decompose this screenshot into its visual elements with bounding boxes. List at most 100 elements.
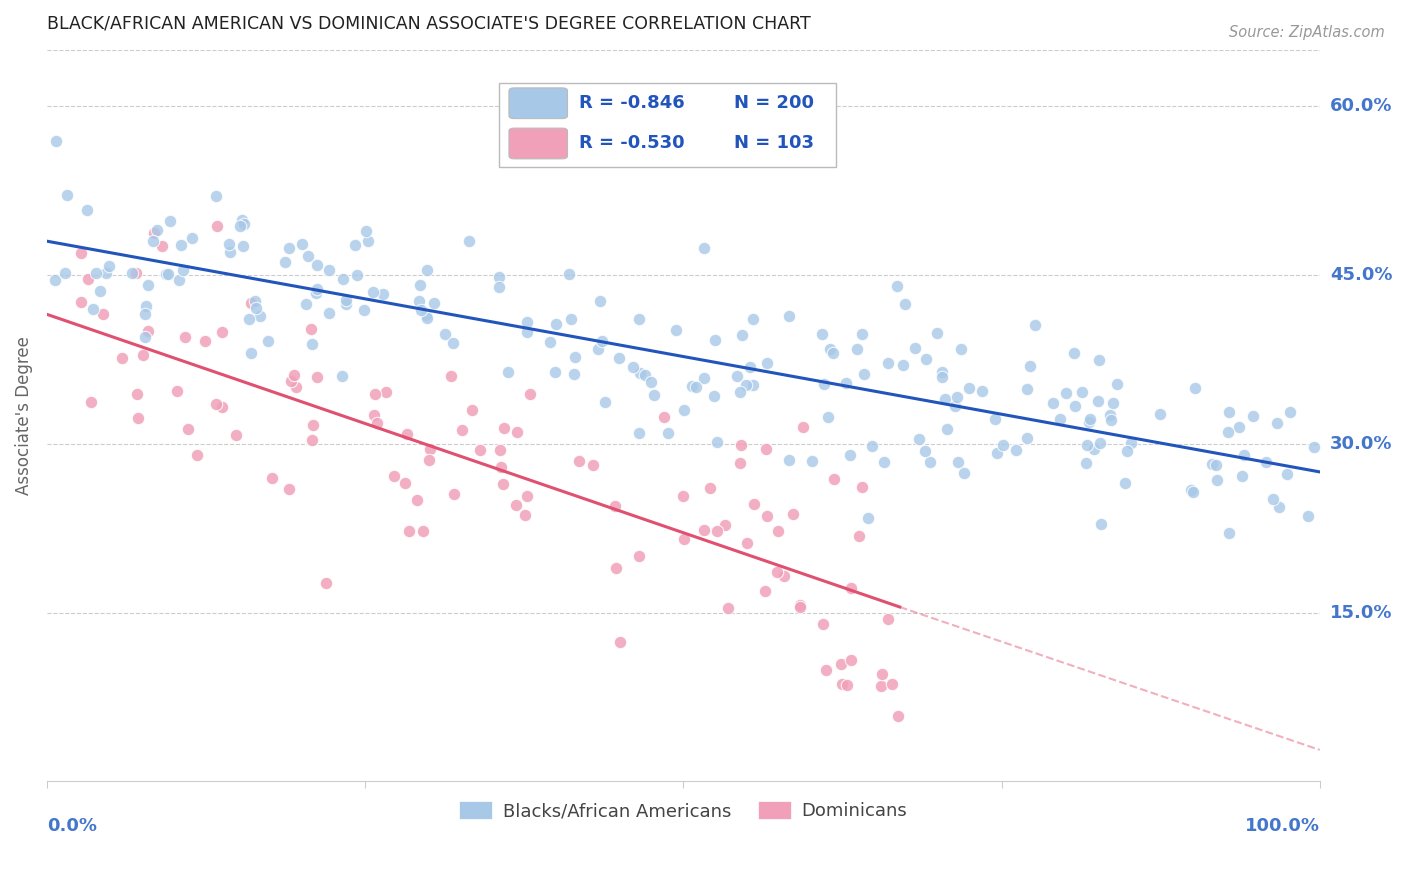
Point <box>1218 526 1240 541</box>
Point <box>738 359 761 374</box>
Point <box>1049 411 1071 425</box>
Point <box>297 249 319 263</box>
Point <box>1115 444 1137 458</box>
Point <box>150 239 173 253</box>
Point <box>415 308 437 322</box>
Point <box>1119 435 1142 450</box>
Point <box>789 598 811 612</box>
Point <box>398 524 420 538</box>
Point <box>838 448 860 462</box>
Point <box>1256 455 1278 469</box>
Point <box>135 299 157 313</box>
Point <box>361 285 384 300</box>
Point <box>318 306 340 320</box>
Point <box>950 342 973 356</box>
Point <box>82 301 104 316</box>
Point <box>693 371 716 385</box>
Point <box>1078 415 1101 429</box>
Point <box>728 384 751 399</box>
Point <box>505 499 527 513</box>
Point <box>167 273 190 287</box>
Point <box>672 403 695 417</box>
Point <box>1268 500 1291 514</box>
Point <box>591 334 613 349</box>
Point <box>396 426 419 441</box>
Point <box>305 282 328 296</box>
Point <box>766 565 789 579</box>
Point <box>717 601 740 615</box>
Point <box>948 455 970 469</box>
Text: N = 200: N = 200 <box>734 95 814 112</box>
Point <box>856 510 879 524</box>
Text: R = -0.846: R = -0.846 <box>579 95 685 112</box>
Point <box>170 238 193 252</box>
Point <box>628 312 651 326</box>
Point <box>568 454 591 468</box>
Point <box>142 226 165 240</box>
Point <box>813 617 835 632</box>
Point <box>344 237 367 252</box>
Point <box>225 428 247 442</box>
Point <box>672 489 695 503</box>
Point <box>782 507 804 521</box>
Point <box>544 366 567 380</box>
Point <box>773 569 796 583</box>
Point <box>353 302 375 317</box>
Point <box>657 425 679 440</box>
Text: 0.0%: 0.0% <box>46 816 97 835</box>
Point <box>731 328 754 343</box>
Point <box>1087 394 1109 409</box>
Point <box>931 370 953 384</box>
Point <box>904 341 927 355</box>
Point <box>789 599 811 614</box>
Point <box>44 273 66 287</box>
Point <box>519 387 541 401</box>
Point <box>283 368 305 382</box>
Point <box>205 189 228 203</box>
Point <box>245 301 267 316</box>
Point <box>692 523 714 537</box>
Point <box>1218 425 1240 439</box>
Point <box>621 359 644 374</box>
Point <box>852 367 875 381</box>
Point <box>778 453 800 467</box>
Point <box>194 334 217 348</box>
Point <box>1180 483 1202 497</box>
Point <box>155 267 177 281</box>
Point <box>925 326 948 340</box>
Point <box>277 241 299 255</box>
FancyBboxPatch shape <box>509 128 568 159</box>
Point <box>831 677 853 691</box>
Point <box>354 224 377 238</box>
Point <box>302 417 325 432</box>
Point <box>1232 469 1254 483</box>
Point <box>441 336 464 351</box>
Point <box>506 425 529 440</box>
Point <box>516 315 538 329</box>
Point <box>557 267 579 281</box>
Point <box>346 268 368 282</box>
Point <box>409 303 432 318</box>
Point <box>665 324 688 338</box>
Point <box>986 446 1008 460</box>
Point <box>699 481 721 495</box>
Point <box>1229 419 1251 434</box>
Point <box>136 324 159 338</box>
Point <box>76 202 98 217</box>
Point <box>934 392 956 406</box>
Point <box>159 214 181 228</box>
Point <box>489 442 512 457</box>
Point <box>301 434 323 448</box>
Point <box>886 709 908 723</box>
Point <box>735 536 758 550</box>
Point <box>260 470 283 484</box>
Point <box>423 295 446 310</box>
Text: 15.0%: 15.0% <box>1330 604 1392 622</box>
Text: 100.0%: 100.0% <box>1244 816 1320 835</box>
Point <box>218 236 240 251</box>
Point <box>755 442 778 457</box>
Point <box>1102 395 1125 409</box>
Point <box>416 263 439 277</box>
Point <box>295 297 318 311</box>
Point <box>127 387 149 401</box>
